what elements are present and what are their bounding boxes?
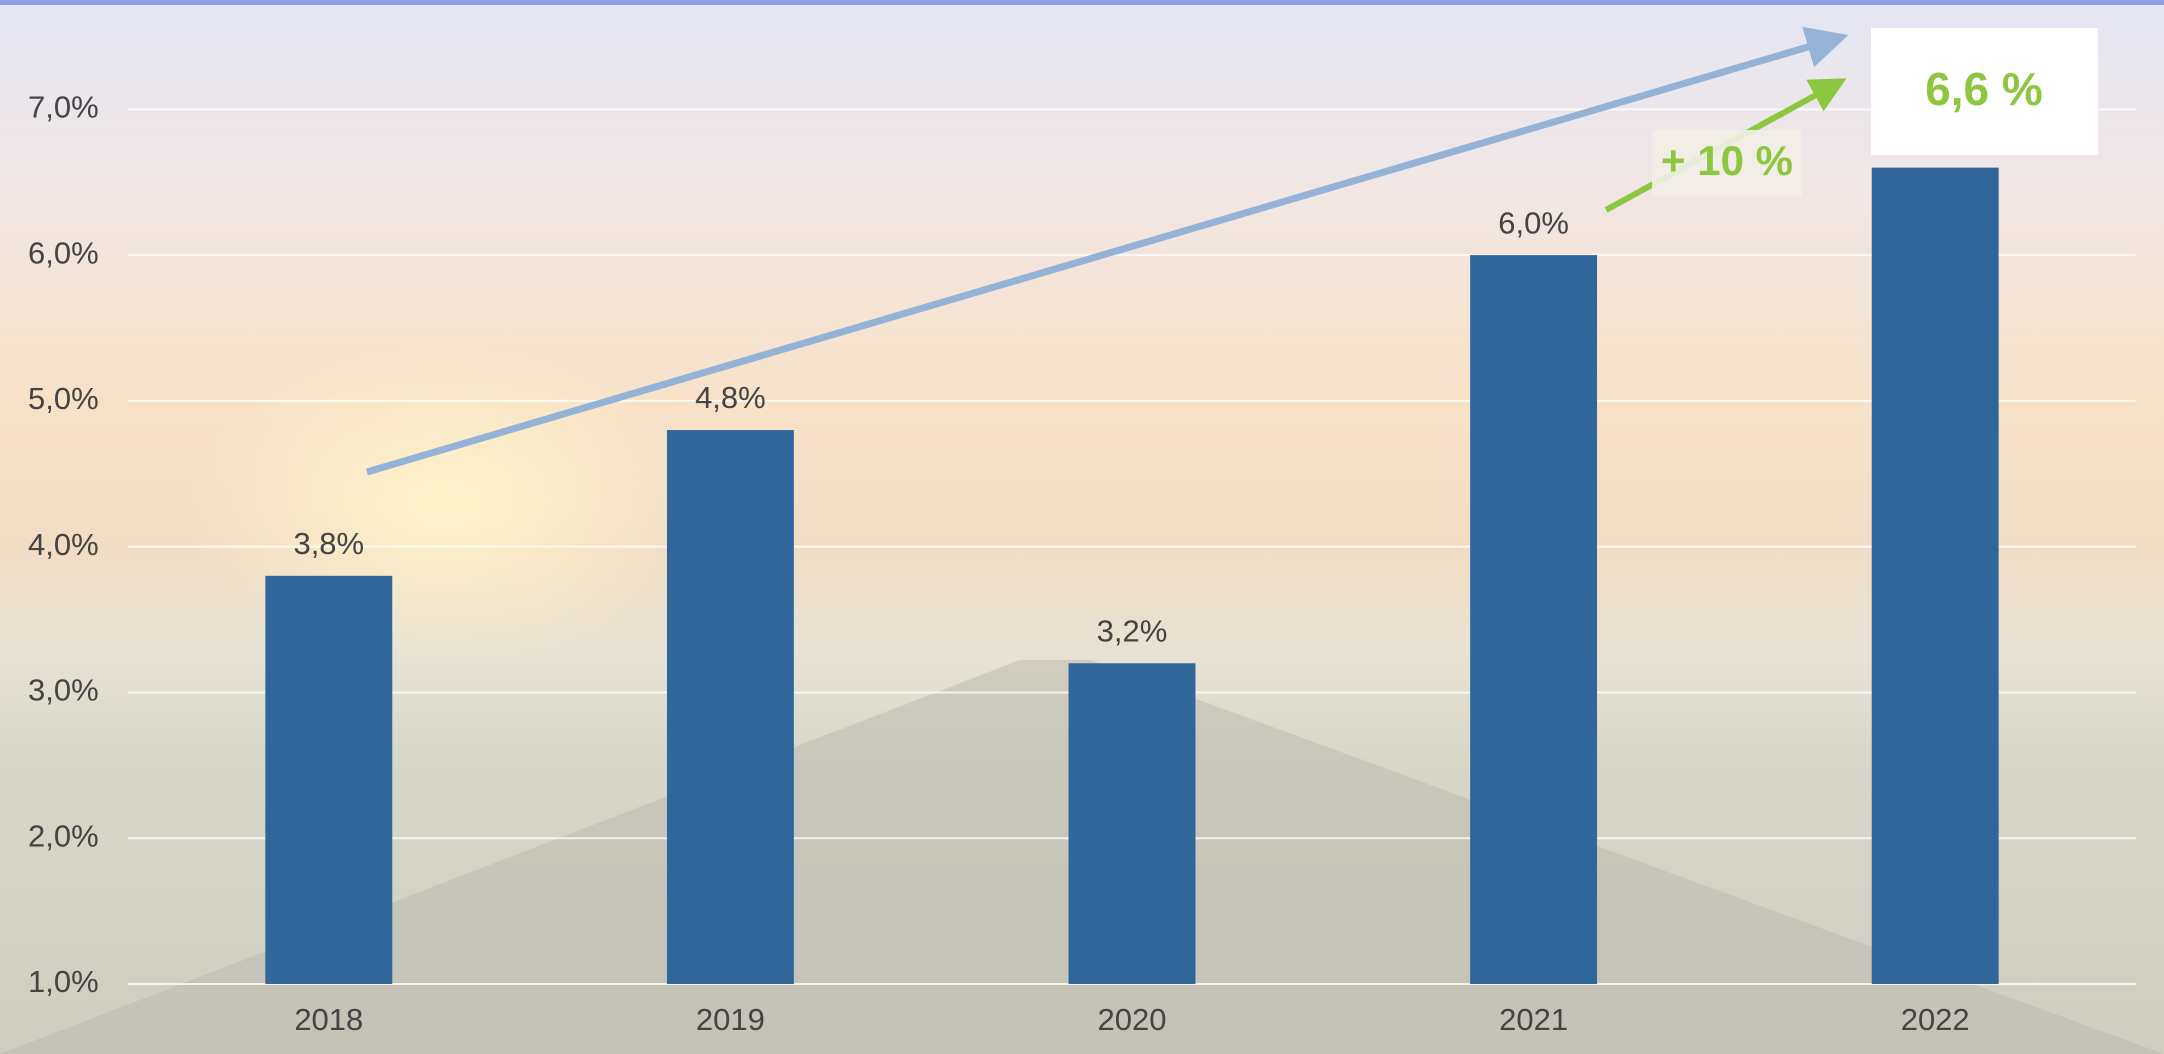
y-tick-label: 7,0% [28, 90, 99, 125]
y-tick-label: 4,0% [28, 527, 99, 562]
x-tick-label: 2020 [1098, 1002, 1167, 1037]
x-tick-label: 2021 [1499, 1002, 1568, 1037]
value-label: 3,2% [1097, 613, 1168, 648]
value-label: 3,8% [293, 526, 364, 561]
bars [265, 167, 1999, 985]
y-tick-label: 3,0% [28, 673, 99, 708]
x-tick-label: 2018 [294, 1002, 363, 1037]
annotation: + 10 % [1661, 137, 1793, 184]
y-tick-label: 2,0% [28, 818, 99, 853]
bar [1470, 255, 1598, 985]
x-tick-label: 2019 [696, 1002, 765, 1037]
value-label: 4,8% [695, 380, 766, 415]
bar [1068, 663, 1196, 984]
annotation-bg [1652, 130, 1802, 196]
y-tick-label: 1,0% [28, 964, 99, 999]
top-border [0, 0, 2164, 5]
bar [265, 575, 393, 984]
y-tick-label: 5,0% [28, 381, 99, 416]
highlight-box [1871, 28, 2098, 155]
value-label: 6,0% [1498, 205, 1569, 240]
bar [666, 430, 794, 984]
trend-arrow [366, 26, 1849, 476]
y-tick-label: 6,0% [28, 235, 99, 270]
value-label-highlight: 6,6 % [1925, 63, 2043, 115]
bar [1871, 167, 1999, 985]
x-tick-label: 2022 [1901, 1002, 1970, 1037]
